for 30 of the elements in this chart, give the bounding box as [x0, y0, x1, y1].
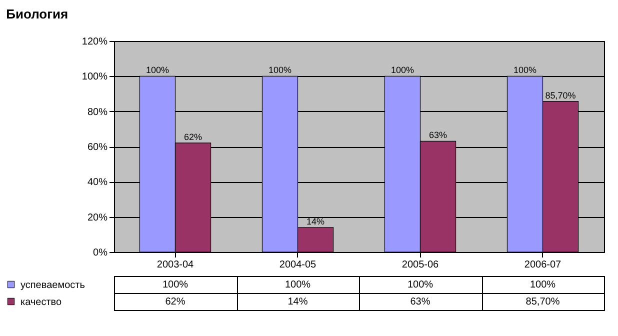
data-label: 100% — [162, 280, 188, 290]
text: 100% — [390, 65, 414, 76]
text: 63% — [429, 130, 448, 140]
x-tick-label: 2004-05 — [279, 260, 317, 270]
data-label: 100% — [407, 280, 434, 290]
y-tick-label: 100% — [82, 72, 108, 83]
y-tick-label: 120% — [82, 36, 108, 48]
x-tick-label: 2006-07 — [524, 260, 562, 270]
text: 100% — [268, 65, 292, 76]
y-tick-label: 0% — [93, 248, 108, 258]
data-label: 62% — [165, 296, 186, 308]
data-label: 14% — [288, 296, 308, 308]
chart-title: Биология — [6, 6, 68, 22]
data-label: 85,70% — [526, 296, 560, 308]
legend-label: качество — [20, 297, 62, 308]
text: 85,70% — [545, 90, 576, 100]
data-label: 63% — [410, 296, 430, 308]
data-label: 100% — [530, 280, 556, 290]
data-label: 100% — [284, 280, 311, 290]
text: 14% — [306, 216, 325, 226]
legend-label: успеваемость — [20, 280, 85, 291]
x-tick-label: 2005-06 — [402, 260, 440, 270]
x-tick-label: 2003-04 — [156, 260, 194, 270]
text: 100% — [146, 65, 170, 76]
text: 100% — [513, 65, 537, 76]
text: 62% — [184, 132, 202, 142]
y-tick-label: 80% — [87, 106, 108, 118]
y-tick-label: 20% — [87, 212, 108, 224]
y-tick-label: 40% — [87, 177, 108, 188]
y-tick-label: 60% — [87, 142, 108, 153]
